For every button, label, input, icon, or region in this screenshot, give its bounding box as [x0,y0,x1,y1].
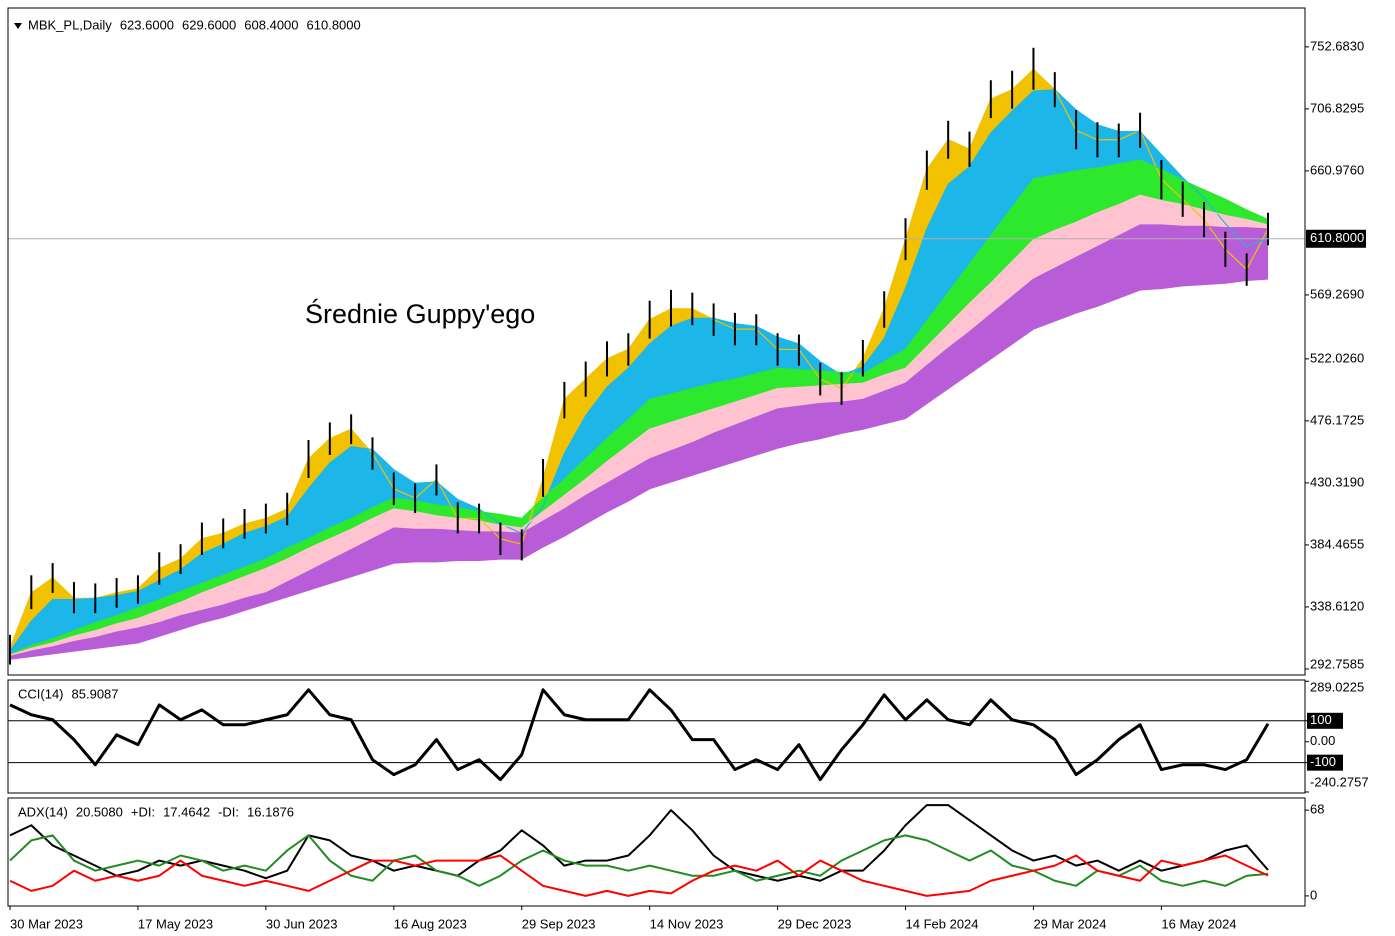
plot-layer [8,688,1305,782]
y-tick-label: 660.9760 [1310,162,1364,177]
y-tick-label: 476.1725 [1310,412,1364,427]
readout: 16.1876 [247,804,294,819]
pane-frame [7,797,1306,907]
x-tick-label: 30 Jun 2023 [266,916,338,931]
readout: 608.4000 [244,17,298,32]
x-tick-label: 29 Sep 2023 [522,916,596,931]
last-price-bg [1306,229,1366,248]
annotation: Średnie Guppy'ego [305,297,535,329]
readout: ADX(14) [18,804,68,819]
y-tick-label: 292.7585 [1310,656,1364,671]
readout: 610.8000 [307,17,361,32]
x-tick-label: 14 Nov 2023 [650,916,724,931]
x-tick-label: 29 Dec 2023 [778,916,852,931]
last-price-label: 610.8000 [1310,230,1364,245]
y-tick-label: 289.0225 [1310,679,1364,694]
moving-average [9,89,1269,652]
x-tick-label: 17 May 2023 [138,916,213,931]
readout: MBK_PL,Daily [28,17,112,32]
moving-average [9,224,1269,658]
y-tick-label: 0 [1310,887,1317,902]
guppy-ribbon [10,89,1268,654]
y-tick-label: 430.3190 [1310,474,1364,489]
y-tick-label: 569.2690 [1310,286,1364,301]
x-tick-label: 30 Mar 2023 [10,916,83,931]
readout: -DI: [218,804,239,819]
readout: 20.5080 [76,804,123,819]
y-tick-label: 68 [1310,802,1324,817]
moving-average [9,159,1269,655]
readout: 17.4642 [163,804,210,819]
readout: CCI(14) [18,686,64,701]
y-tick-label: 752.6830 [1310,38,1364,53]
x-tick-label: 16 Aug 2023 [394,916,467,931]
y-tick-label: -240.2757 [1310,774,1369,789]
moving-average [9,68,1269,649]
level-label-bg [1307,712,1343,729]
pane-frame [7,679,1306,794]
y-tick-label: 706.8295 [1310,100,1364,115]
y-tick-label: -100 [1310,754,1336,769]
indicator-line [9,854,1269,897]
moving-average [9,278,1269,660]
indicator-line [9,834,1269,887]
x-tick-label: 14 Feb 2024 [906,916,979,931]
x-tick-label: 29 Mar 2024 [1033,916,1106,931]
indicator-line [9,688,1270,782]
y-tick-label: 522.0260 [1310,350,1364,365]
y-tick-label: 384.4655 [1310,536,1364,551]
moving-average [9,194,1269,656]
readout: 629.6000 [182,17,236,32]
readout: 85.9087 [72,686,119,701]
x-tick-label: 16 May 2024 [1161,916,1236,931]
pane-frame [7,7,1306,676]
readout: 623.6000 [120,17,174,32]
level-label-bg [1307,754,1343,771]
collapse-icon[interactable] [14,23,22,29]
y-tick-label: 0.00 [1310,733,1335,748]
y-tick-label: 100 [1310,712,1332,727]
y-tick-label: 338.6120 [1310,598,1364,613]
readout: +DI: [131,804,155,819]
guppy-ribbon [10,160,1268,656]
plot-layer [9,47,1269,665]
indicator-line [9,804,1269,882]
plot-layer [9,804,1269,897]
guppy-ribbon [10,224,1268,660]
